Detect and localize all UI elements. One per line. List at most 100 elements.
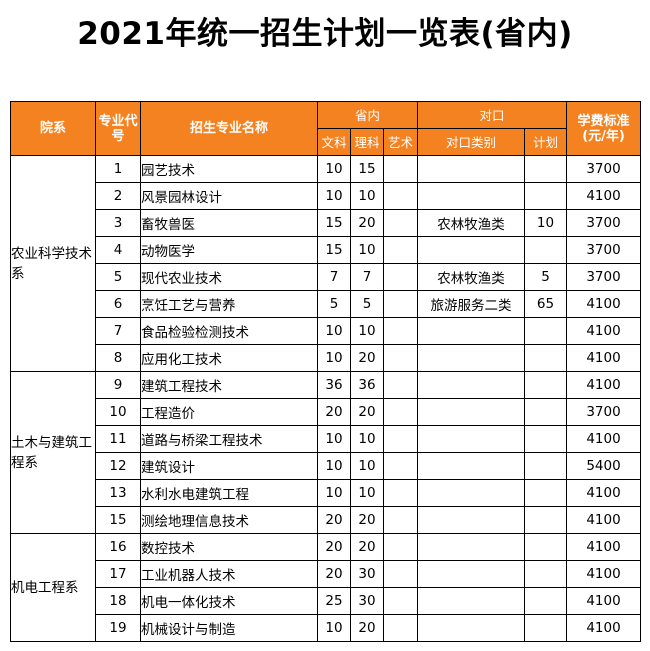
tuition-fee: 4100 (566, 182, 642, 210)
major-name: 机电一体化技术 (140, 587, 318, 615)
tuition-fee: 4100 (566, 560, 642, 588)
tuition-fee: 4100 (566, 371, 642, 399)
duikou-plan (523, 452, 568, 480)
duikou-plan (523, 614, 568, 642)
duikou-category (417, 182, 525, 210)
province-yishu-quota (383, 344, 418, 372)
header-fee: 学费标准(元/年) (566, 101, 642, 156)
province-wenke-quota: 20 (317, 533, 351, 561)
table-row: 15 测绘地理信息技术 20 20 4100 (11, 506, 642, 534)
major-name: 现代农业技术 (140, 263, 318, 291)
department-name: 农业科学技术系 (10, 155, 96, 372)
duikou-category (417, 614, 525, 642)
province-wenke-quota: 10 (317, 452, 351, 480)
duikou-plan: 10 (523, 209, 568, 237)
duikou-category (417, 317, 525, 345)
duikou-plan: 5 (523, 263, 568, 291)
province-yishu-quota (383, 452, 418, 480)
tuition-fee: 5400 (566, 452, 642, 480)
table-row: 4 动物医学 15 10 3700 (11, 236, 642, 264)
enrollment-plan-table: 院系 专业代号 招生专业名称 省内 对口 学费标准(元/年) 文科 理科 艺术 … (10, 101, 642, 642)
province-yishu-quota (383, 209, 418, 237)
major-code: 5 (95, 263, 141, 291)
duikou-category (417, 479, 525, 507)
major-code: 12 (95, 452, 141, 480)
province-wenke-quota: 10 (317, 155, 351, 183)
province-wenke-quota: 10 (317, 614, 351, 642)
duikou-plan (523, 506, 568, 534)
tuition-fee: 3700 (566, 209, 642, 237)
tuition-fee: 3700 (566, 398, 642, 426)
province-wenke-quota: 36 (317, 371, 351, 399)
major-name: 工程造价 (140, 398, 318, 426)
tuition-fee: 4100 (566, 533, 642, 561)
province-like-quota: 10 (350, 425, 384, 453)
table-row: 6 烹饪工艺与营养 5 5 旅游服务二类 65 4100 (11, 290, 642, 318)
province-yishu-quota (383, 290, 418, 318)
department-name: 土木与建筑工程系 (10, 371, 96, 534)
province-like-quota: 30 (350, 587, 384, 615)
major-code: 8 (95, 344, 141, 372)
major-name: 食品检验检测技术 (140, 317, 318, 345)
major-code: 11 (95, 425, 141, 453)
tuition-fee: 4100 (566, 506, 642, 534)
duikou-category: 农林牧渔类 (417, 263, 525, 291)
major-name: 建筑工程技术 (140, 371, 318, 399)
duikou-plan (523, 371, 568, 399)
province-yishu-quota (383, 182, 418, 210)
duikou-category: 农林牧渔类 (417, 209, 525, 237)
table-row: 13 水利水电建筑工程 10 10 4100 (11, 479, 642, 507)
major-code: 7 (95, 317, 141, 345)
major-code: 10 (95, 398, 141, 426)
table-row: 3 畜牧兽医 15 20 农林牧渔类 10 3700 (11, 209, 642, 237)
tuition-fee: 4100 (566, 614, 642, 642)
header-duikou-plan: 计划 (523, 128, 568, 156)
duikou-category (417, 533, 525, 561)
major-name: 动物医学 (140, 236, 318, 264)
header-major: 招生专业名称 (140, 101, 318, 156)
duikou-plan (523, 155, 568, 183)
table-row: 土木与建筑工程系 9 建筑工程技术 36 36 4100 (10, 371, 642, 534)
table-row: 机电工程系 16 数控技术 20 20 4100 (10, 533, 642, 642)
province-yishu-quota (383, 614, 418, 642)
duikou-plan (523, 398, 568, 426)
table-row: 17 工业机器人技术 20 30 4100 (11, 560, 642, 588)
duikou-category (417, 236, 525, 264)
table-body: 农业科学技术系 1 园艺技术 10 15 3700 2 风景园林设计 10 10 4100 3 畜牧兽医… (10, 155, 642, 642)
duikou-plan (523, 479, 568, 507)
province-like-quota: 7 (350, 263, 384, 291)
duikou-category (417, 344, 525, 372)
major-code: 15 (95, 506, 141, 534)
province-like-quota: 30 (350, 560, 384, 588)
header-code: 专业代号 (95, 101, 141, 156)
province-like-quota: 10 (350, 317, 384, 345)
table-row: 11 道路与桥梁工程技术 10 10 4100 (11, 425, 642, 453)
header-province: 省内 (317, 101, 418, 129)
major-code: 9 (95, 371, 141, 399)
province-yishu-quota (383, 587, 418, 615)
province-yishu-quota (383, 560, 418, 588)
major-code: 3 (95, 209, 141, 237)
province-yishu-quota (383, 479, 418, 507)
duikou-category (417, 452, 525, 480)
header-province-wenke: 文科 (317, 128, 351, 156)
major-name: 道路与桥梁工程技术 (140, 425, 318, 453)
province-like-quota: 15 (350, 155, 384, 183)
department-name: 机电工程系 (10, 533, 96, 642)
table-row: 8 应用化工技术 10 20 4100 (11, 344, 642, 372)
duikou-category (417, 425, 525, 453)
duikou-category (417, 587, 525, 615)
province-wenke-quota: 15 (317, 209, 351, 237)
major-name: 建筑设计 (140, 452, 318, 480)
province-wenke-quota: 5 (317, 290, 351, 318)
province-like-quota: 10 (350, 182, 384, 210)
province-like-quota: 20 (350, 398, 384, 426)
major-name: 测绘地理信息技术 (140, 506, 318, 534)
duikou-plan (523, 317, 568, 345)
tuition-fee: 3700 (566, 263, 642, 291)
tuition-fee: 4100 (566, 317, 642, 345)
tuition-fee: 3700 (566, 155, 642, 183)
major-name: 应用化工技术 (140, 344, 318, 372)
header-province-yishu: 艺术 (383, 128, 418, 156)
header-duikou-category: 对口类别 (417, 128, 525, 156)
